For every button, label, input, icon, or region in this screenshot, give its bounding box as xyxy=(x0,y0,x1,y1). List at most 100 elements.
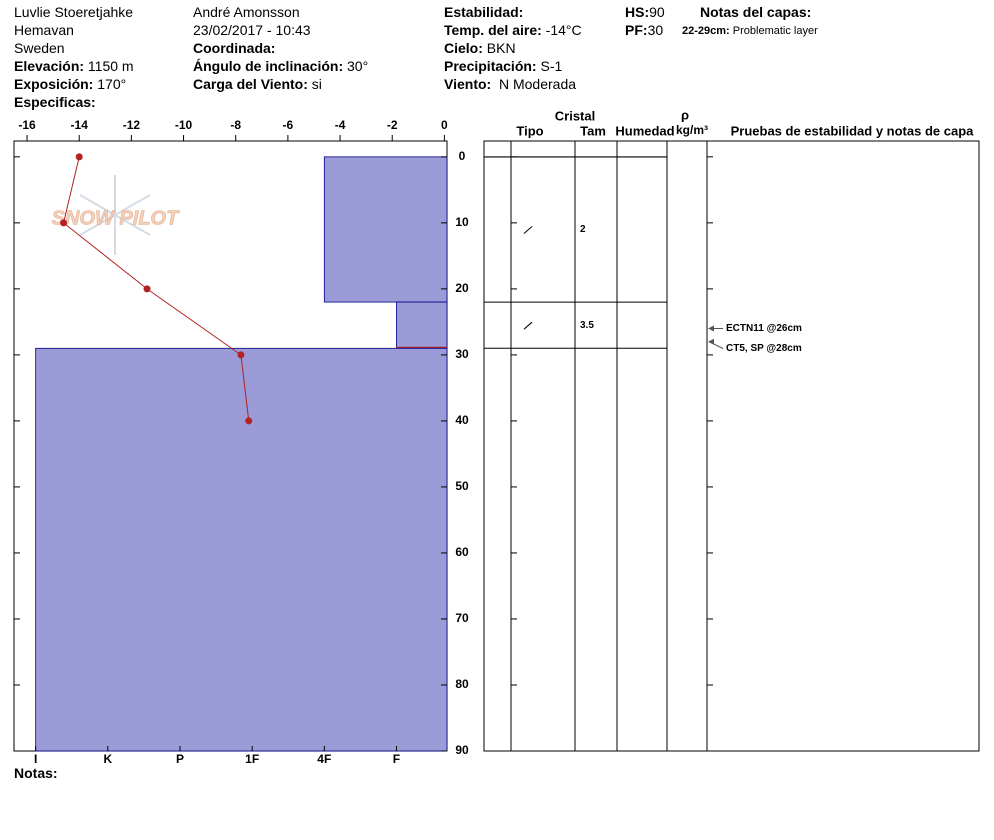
y-tick-label: 90 xyxy=(455,743,469,757)
table-header: Humedad xyxy=(615,123,674,138)
test-arrowhead xyxy=(708,325,714,332)
label: Estabilidad: xyxy=(444,4,524,20)
layer-bar xyxy=(396,301,448,349)
layer-bar xyxy=(323,156,448,303)
specifics: Especificas: xyxy=(14,93,96,111)
temperature-point xyxy=(245,417,253,425)
y-tick-label: 30 xyxy=(455,347,469,361)
test-label: CT5, SP @28cm xyxy=(726,343,802,354)
label: Ángulo de inclinación: xyxy=(193,58,344,74)
layer-bar xyxy=(35,347,448,752)
hardness-tick-label: 1F xyxy=(245,752,259,766)
crystal-type-symbol xyxy=(523,321,533,330)
hardness-tick-label: P xyxy=(176,752,184,766)
coordinates: Coordinada: xyxy=(193,39,275,57)
crystal-type-symbol xyxy=(523,226,533,234)
value: 30° xyxy=(347,58,369,74)
y-tick-label: 50 xyxy=(455,479,469,493)
stability: Estabilidad: xyxy=(444,3,523,21)
watermark-text: SNOW PILOT xyxy=(52,207,180,229)
y-tick-label: 40 xyxy=(455,413,469,427)
table-header: kg/m³ xyxy=(676,123,708,137)
location: Luvlie Stoeretjahke xyxy=(14,4,134,20)
label: Notas: xyxy=(14,765,58,781)
label: Viento: xyxy=(444,76,492,92)
label: 22-29cm: xyxy=(682,25,730,37)
elevation: Elevación: 1150 m xyxy=(14,57,134,75)
crystal-size: 3.5 xyxy=(580,320,594,331)
label: Carga del Viento: xyxy=(193,76,308,92)
label: Cielo: xyxy=(444,40,483,56)
label: Temp. del aire: xyxy=(444,22,542,38)
y-tick-label: 20 xyxy=(455,281,469,295)
hardness-tick-label: I xyxy=(34,752,37,766)
label: Elevación: xyxy=(14,58,85,74)
hardness-tick-label: F xyxy=(393,752,400,766)
table-header: Cristal xyxy=(555,108,595,123)
hardness-tick-label: 4F xyxy=(317,752,331,766)
layer-note: 22-29cm: Problematic layer xyxy=(682,22,818,40)
value: si xyxy=(311,76,322,92)
label: Exposición: xyxy=(14,76,94,92)
x-tick-label: -2 xyxy=(387,118,398,132)
value: -14°C xyxy=(545,22,582,38)
temperature-point xyxy=(60,219,68,227)
table-frame xyxy=(483,140,980,752)
value: 170° xyxy=(97,76,127,92)
watermark xyxy=(79,175,151,255)
y-tick-label: 60 xyxy=(455,545,469,559)
value: S-1 xyxy=(540,58,563,74)
x-tick-label: 0 xyxy=(441,118,448,132)
area: Hemavan xyxy=(14,22,74,38)
crystal-size: 2 xyxy=(580,224,586,235)
table-header: Pruebas de estabilidad y notas de capa xyxy=(731,123,975,138)
x-tick-label: -6 xyxy=(283,118,294,132)
value: N Moderada xyxy=(498,76,577,92)
value: 90 xyxy=(649,4,665,20)
x-tick-label: -4 xyxy=(335,118,346,132)
temperature-point xyxy=(237,351,245,359)
label: Precipitación: xyxy=(444,58,537,74)
table-columns xyxy=(510,141,708,751)
notes: Notas: xyxy=(14,764,58,782)
table-header: Tipo xyxy=(516,123,543,138)
label: PF: xyxy=(625,22,648,38)
temperature-point xyxy=(143,285,151,293)
country: Sweden xyxy=(14,40,65,56)
x-tick-label: -8 xyxy=(230,118,241,132)
air-temp: Temp. del aire: -14°C xyxy=(444,21,582,39)
datetime: 23/02/2017 - 10:43 xyxy=(193,22,311,38)
observer: André Amonsson xyxy=(193,4,300,20)
x-tick-label: -10 xyxy=(175,118,193,132)
value: Problematic layer xyxy=(732,25,818,37)
precipitation: Precipitación: S-1 xyxy=(444,57,562,75)
value: BKN xyxy=(486,40,516,56)
value: 30 xyxy=(647,22,664,38)
value: 1150 m xyxy=(87,58,134,74)
x-tick-label: -14 xyxy=(71,118,89,132)
x-tick-label: -16 xyxy=(18,118,36,132)
hardness-tick-label: K xyxy=(103,752,112,766)
y-tick-label: 0 xyxy=(459,149,466,163)
label: HS: xyxy=(625,4,650,20)
slope: Ángulo de inclinación: 30° xyxy=(193,57,368,75)
y-tick-label: 70 xyxy=(455,611,469,625)
x-tick-label: -12 xyxy=(123,118,141,132)
test-arrowhead xyxy=(708,338,714,345)
wind-loading: Carga del Viento: si xyxy=(193,75,322,93)
label: Coordinada: xyxy=(193,40,276,56)
table-header: Tam xyxy=(580,123,606,138)
snowflake-stroke xyxy=(79,194,151,236)
y-tick-label: 10 xyxy=(455,215,469,229)
y-tick-label: 80 xyxy=(455,677,469,691)
table-header: ρ xyxy=(681,107,689,122)
hs: HS:90 xyxy=(625,3,665,21)
aspect: Exposición: 170° xyxy=(14,75,126,93)
layer-notes: Notas del capas: xyxy=(700,3,811,21)
wind: Viento: N Moderada xyxy=(444,75,576,93)
sky: Cielo: BKN xyxy=(444,39,516,57)
pf: PF:30 xyxy=(625,21,663,39)
label: Especificas: xyxy=(14,94,96,110)
